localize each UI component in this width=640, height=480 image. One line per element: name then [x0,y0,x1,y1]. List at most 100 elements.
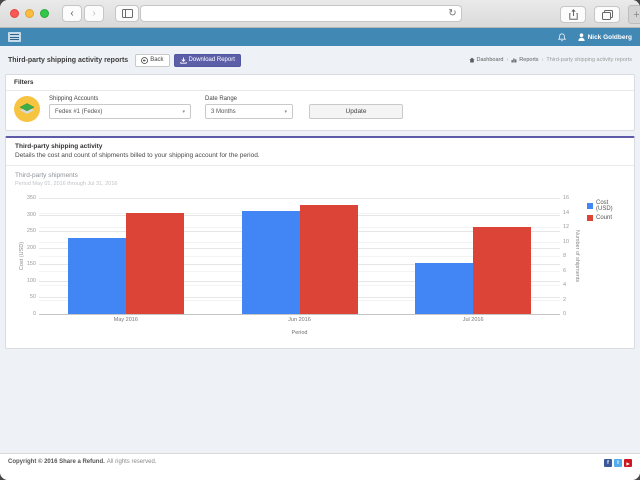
report-panel: Third-party shipping activity Details th… [5,136,635,349]
y-axis-tick-label-right: 14 [563,209,570,216]
bar-cost-usd-jul-2016[interactable] [415,263,474,314]
new-tab-button[interactable]: + [628,5,640,24]
x-axis-tick-label: Jun 2016 [288,317,311,323]
back-button[interactable]: Back [135,53,170,67]
y-axis-tick-label-left: 0 [32,311,36,317]
share-icon [568,9,578,20]
chevron-down-icon: ▾ [182,108,185,115]
breadcrumb-separator: › [541,57,544,63]
breadcrumb-dashboard[interactable]: Dashboard [468,57,503,63]
facebook-icon[interactable]: f [604,459,612,467]
close-button[interactable] [10,9,19,18]
bar-count-jul-2016[interactable] [473,227,532,314]
y-axis-tick-label-right: 2 [563,296,567,303]
breadcrumb: Dashboard › Reports › Third-party shippi… [468,57,632,63]
arrow-circle-left-icon [141,56,149,64]
chart-subtitle: Period May 01, 2016 through Jul 31, 2016 [15,181,118,187]
browser-chrome: ‹ › ↻ + [0,0,640,28]
y-axis-tick-label-left: 350 [26,195,36,201]
window-controls [10,9,49,18]
y-axis-tick-label-left: 150 [26,261,36,268]
user-icon [577,33,585,41]
minimize-button[interactable] [25,9,34,18]
shipping-accounts-value: Fedex #1 (Fedex) [55,108,103,115]
y-axis-tick-label-right: 10 [563,238,570,245]
y-axis-tick-label-left: 50 [29,294,36,301]
report-description: Details the cost and count of shipments … [15,152,260,159]
y-axis-tick-label-left: 200 [26,244,36,251]
refresh-icon[interactable]: ↻ [448,8,457,19]
reports-icon [511,58,517,63]
shipping-accounts-label: Shipping Accounts [49,96,99,102]
report-title: Third-party shipping activity [15,143,103,150]
breadcrumb-current: Third-party shipping activity reports [546,57,632,63]
bar-chart: May 2016 Jun 2016 Jul 2016 0 50 100 150 200 250 3… [15,192,625,340]
bar-cost-usd-jun-2016[interactable] [241,210,300,314]
y-axis-tick-label-left: 100 [26,277,36,284]
chart-title: Third-party shipments [15,172,78,179]
y-axis-tick-label-right: 0 [563,311,567,317]
twitter-icon[interactable]: t [614,459,622,467]
back-button-label: Back [150,57,164,63]
download-report-button[interactable]: Download Report [173,53,241,67]
breadcrumb-reports[interactable]: Reports [511,57,539,63]
legend-swatch [587,215,593,221]
rights-text: All rights reserved. [106,459,157,465]
share-button[interactable] [560,6,586,23]
x-axis-tick-label: Jul 2016 [462,317,484,323]
back-icon[interactable]: ‹ [62,5,82,22]
copyright-text: Copyright © 2016 Share a Refund. [8,459,105,465]
shipping-accounts-select[interactable]: Fedex #1 (Fedex) ▾ [49,104,191,119]
legend-item-count[interactable]: Count [587,215,612,221]
app-navbar: Nick Goldberg [0,28,640,46]
legend-item-cost-usd[interactable]: Cost (USD) [587,200,625,212]
social-links: f t ▶ [604,459,632,467]
bar-count-jun-2016[interactable] [299,205,358,314]
y-axis-tick-label-right: 8 [563,253,567,259]
legend-label: Count [596,215,613,221]
page-header: Third-party shipping activity reports Ba… [0,46,640,74]
download-icon [179,57,187,64]
legend-label: Cost (USD) [596,200,613,212]
page-footer: Copyright © 2016 Share a Refund. All righ… [0,453,640,480]
y-axis-tick-label-right: 12 [563,224,570,230]
shipping-account-layers-icon [14,96,40,122]
y-axis-title-right: Number of shipments [574,229,580,283]
notifications-bell-icon[interactable] [557,32,566,42]
youtube-icon[interactable]: ▶ [624,459,632,467]
legend-swatch [587,203,593,209]
x-axis-tick-label: May 2016 [113,317,138,323]
zoom-button[interactable] [40,9,49,18]
bar-cost-usd-may-2016[interactable] [67,237,126,314]
forward-icon[interactable]: › [84,5,104,22]
download-button-label: Download Report [188,57,235,63]
page-title: Third-party shipping activity reports [8,56,129,64]
bar-count-may-2016[interactable] [125,212,184,314]
sidebar-icon [121,9,133,18]
tabs-icon [601,9,613,20]
date-range-select[interactable]: 3 Months ▾ [205,104,293,119]
y-axis-tick-label-right: 6 [563,267,567,274]
filters-panel: Filters Shipping Accounts Fedex #1 (Fede… [5,74,635,131]
tab-overview-button[interactable] [594,6,620,23]
y-axis-title-left: Cost (USD) [19,241,25,271]
shipping-accounts-field: Shipping Accounts Fedex #1 (Fedex) ▾ [49,96,205,119]
breadcrumb-separator: › [506,57,509,63]
address-bar[interactable] [140,5,462,22]
menu-icon[interactable] [8,32,21,42]
chart-block: Third-party shipments Period May 01, 201… [6,166,634,348]
y-axis-tick-label-right: 16 [563,195,570,201]
y-axis-tick-label-left: 300 [26,211,36,218]
user-menu[interactable]: Nick Goldberg [577,33,632,41]
x-axis-title: Period [291,330,308,336]
update-button[interactable]: Update [309,104,403,119]
sidebar-toggle-button[interactable] [115,5,139,22]
main-content: Third-party shipping activity reports Ba… [0,46,640,453]
x-axis-baseline [39,314,560,315]
home-icon [468,57,475,63]
y-axis-tick-label-right: 4 [563,282,567,288]
user-name: Nick Goldberg [587,33,632,41]
date-range-field: Date Range 3 Months ▾ [205,96,309,119]
chevron-down-icon: ▾ [284,108,287,115]
